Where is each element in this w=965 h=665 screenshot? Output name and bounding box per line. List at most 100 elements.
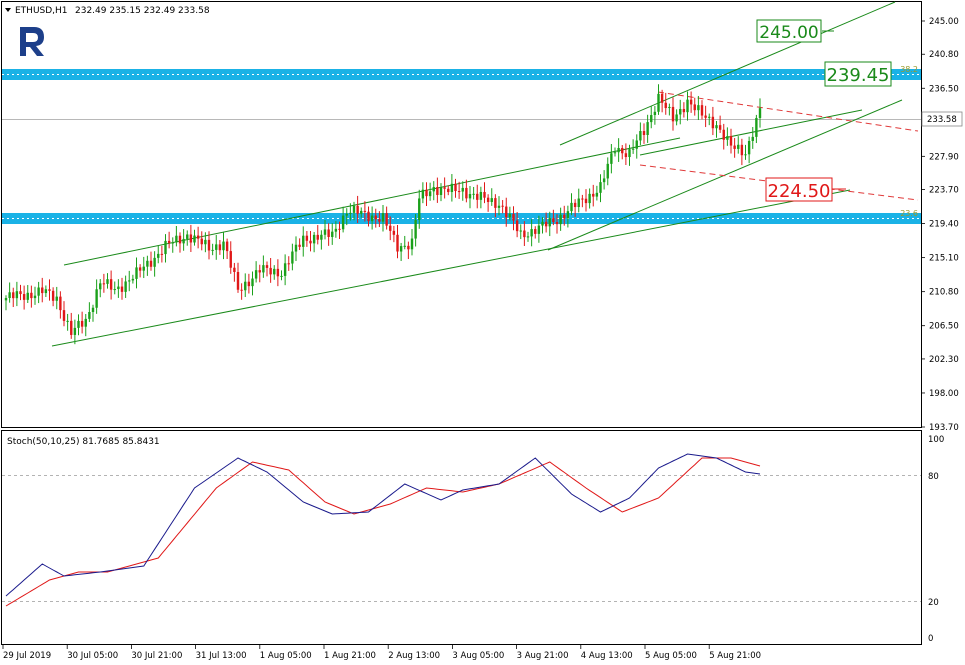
logo-mark-icon [20, 27, 44, 56]
candle-bear [189, 234, 193, 243]
candle-bull [312, 234, 316, 244]
candle-bull [262, 265, 265, 273]
candle-bear [62, 310, 66, 321]
candle-bear [138, 267, 142, 271]
candle-bear [22, 294, 26, 300]
candle-bear [573, 202, 577, 208]
candle-bear [544, 221, 548, 227]
candle-bull [758, 108, 762, 118]
rising-channel-upper-line [559, 1, 896, 146]
candle-bull [294, 244, 298, 252]
candle-bull [541, 221, 544, 226]
candle-bear [269, 267, 272, 275]
fib-38-label: 38.2 [900, 65, 918, 74]
candle-bull [142, 266, 145, 271]
candle-bull [635, 140, 638, 149]
candle-bull [331, 231, 334, 237]
time-tick-label: 2 Aug 13:00 [388, 651, 440, 661]
candle-bull [113, 289, 116, 291]
candle-bull [653, 111, 657, 116]
candle-bull [175, 235, 178, 243]
candle-bull [77, 320, 80, 328]
candle-bear [671, 106, 675, 122]
candle-bull [95, 289, 98, 308]
stoch-axis-0: 0 [928, 634, 933, 644]
stoch-label: Stoch(50,10,25) 81.7685 85.8431 [7, 437, 160, 447]
candle-bull [352, 205, 356, 213]
price-tick-label: 219.40 [929, 220, 959, 230]
candle-bull [88, 312, 91, 319]
candle-bull [26, 292, 29, 300]
candle-bull [697, 105, 700, 111]
candle-bear [207, 239, 211, 251]
candle-bear [374, 215, 377, 220]
time-tick-label: 1 Aug 05:00 [260, 651, 312, 661]
candle-bull [595, 192, 599, 197]
candle-bull [439, 187, 443, 195]
time-tick-label: 3 Aug 05:00 [452, 651, 504, 661]
chart-header: ETHUSD,H1 232.49 235.15 232.49 233.58 [5, 6, 210, 16]
stoch-axis-20: 20 [928, 598, 939, 608]
candle-bear [512, 213, 515, 221]
candle-bear [534, 229, 537, 234]
rising-channel-lower-line [547, 99, 903, 251]
stoch-axis-100: 100 [928, 435, 944, 445]
candle-bear [196, 235, 200, 239]
target-high-callout: 245.00 [756, 19, 834, 43]
candle-bear [425, 189, 428, 197]
candle-bear [167, 240, 171, 243]
time-tick-label: 5 Aug 21:00 [709, 651, 761, 661]
candle-bull [755, 117, 758, 137]
candle-bull [4, 297, 8, 301]
candle-bull [631, 148, 635, 150]
candle-bear [298, 244, 301, 247]
candle-bull [657, 93, 660, 112]
candle-bull [320, 234, 323, 240]
candle-bear [621, 147, 624, 154]
candle-bull [171, 242, 174, 244]
candle-bull [186, 234, 189, 239]
candle-bear [700, 105, 704, 116]
candle-bear [581, 198, 584, 200]
candle-bull [215, 244, 218, 250]
candle-bull [124, 281, 127, 292]
ohlc-values: 232.49 235.15 232.49 233.58 [75, 6, 210, 16]
candle-bull [211, 249, 214, 251]
candle-bull [628, 149, 631, 158]
candle-bear [523, 230, 526, 238]
candle-bear [718, 125, 722, 130]
candle-bull [302, 235, 305, 247]
candle-bull [15, 291, 19, 299]
time-axis: 29 Jul 2019 30 Jul 05:00 30 Jul 21:00 31 Ju… [2, 645, 761, 661]
candle-bull [675, 114, 678, 122]
candle-bull [479, 191, 483, 200]
candle-bear [457, 191, 461, 193]
candle-bear [316, 234, 319, 240]
symbol-label: ETHUSD,H1 [15, 6, 68, 16]
time-tick-label: 30 Jul 21:00 [131, 651, 182, 661]
candle-bull [744, 154, 747, 156]
candle-bear [436, 187, 439, 195]
support-target-callout: 224.50 [765, 177, 846, 202]
candle-bear [664, 102, 667, 109]
candle-bear [392, 230, 396, 235]
candle-bear [109, 279, 113, 290]
candle-bear [363, 210, 367, 212]
candle-bull [559, 214, 562, 225]
candle-bear [338, 228, 341, 230]
candle-bull [66, 320, 69, 322]
fib-23-label: 23.6 [900, 209, 918, 218]
candle-bull [472, 193, 475, 195]
candle-bull [428, 191, 432, 197]
candle-bear [584, 198, 588, 204]
price-tick-label: 223.70 [929, 186, 959, 196]
candle-bear [476, 193, 479, 200]
candle-bull [334, 228, 338, 232]
current-price-label: 233.58 [927, 115, 957, 125]
candle-bear [396, 234, 399, 252]
candle-bull [37, 287, 40, 296]
candle-bear [240, 289, 243, 291]
time-tick-label: 4 Aug 13:00 [581, 651, 633, 661]
current-price-marker: 233.58 [921, 111, 963, 127]
candle-bear [356, 205, 359, 214]
